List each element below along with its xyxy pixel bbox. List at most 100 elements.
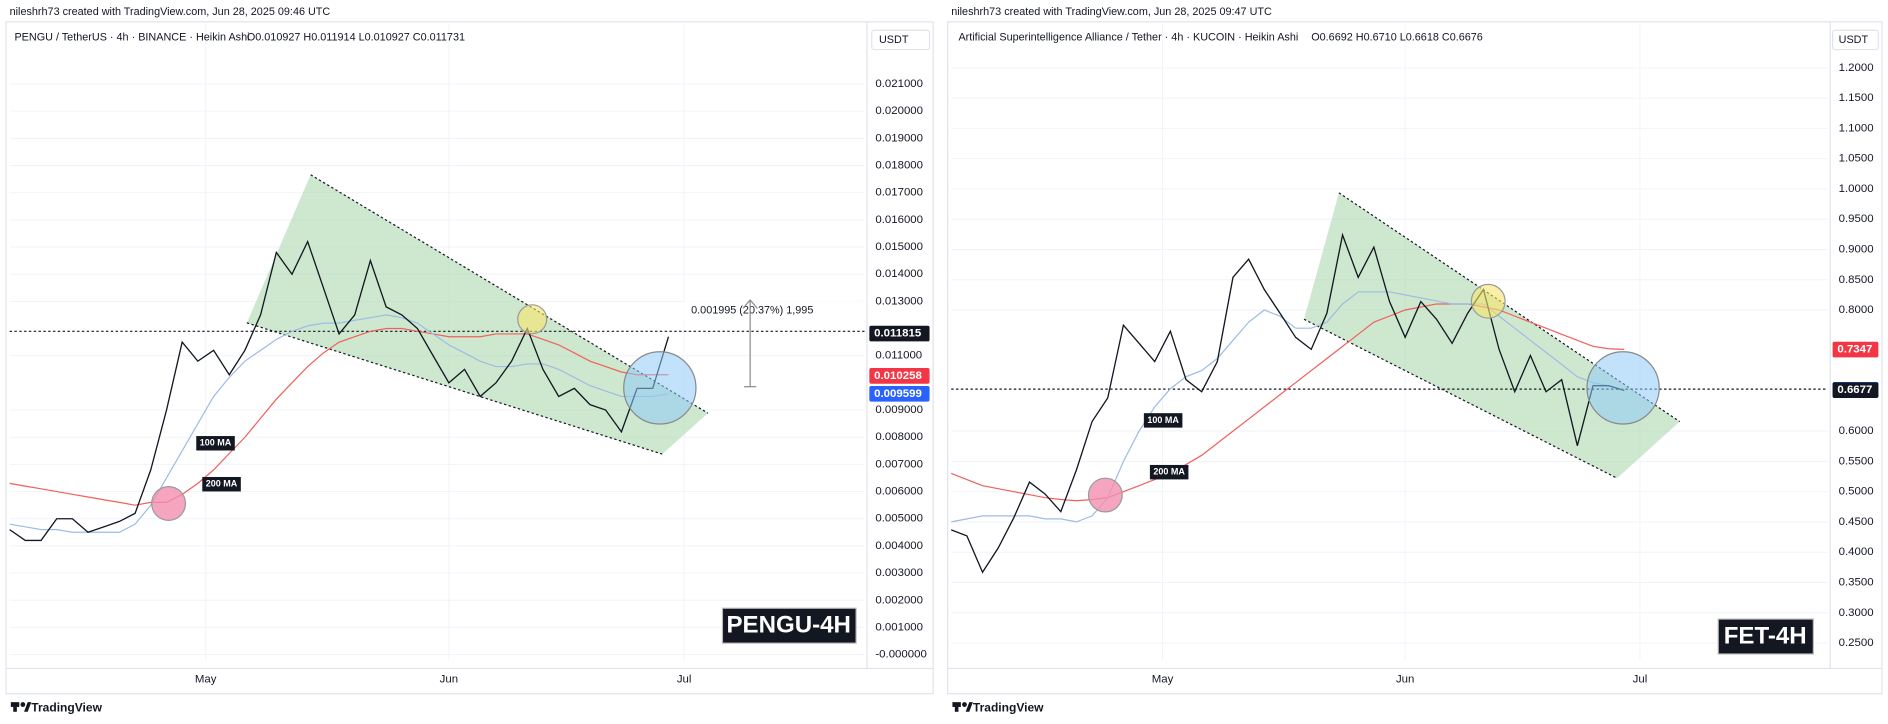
currency: USDT — [1839, 34, 1869, 46]
plot-area — [950, 232, 1625, 574]
price-line — [9, 239, 670, 542]
y-tick-label: 0.013000 — [875, 295, 923, 307]
highlight-circle — [623, 351, 697, 425]
y-tick-label: -0.000000 — [875, 649, 926, 661]
currency-box — [871, 29, 931, 51]
y-tick-label: 1.1000 — [1839, 122, 1874, 134]
watermark-box — [1717, 618, 1814, 655]
y-tick-label: 0.018000 — [875, 160, 923, 172]
y-tick-label: 0.006000 — [875, 486, 923, 498]
watermark: FET-4H — [1724, 622, 1807, 649]
y-tick-label: 0.015000 — [875, 241, 923, 253]
watermark-box — [721, 607, 857, 644]
y-tick-label: 1.0000 — [1839, 183, 1874, 195]
ohlc-legend: O0.6692 H0.6710 L0.6618 C0.6676 — [1311, 31, 1483, 43]
measure-label: 0.001995 (20.37%) 1,995 — [691, 305, 813, 317]
symbol-legend: PENGU / TetherUS · 4h · BINANCE · Heikin… — [14, 31, 249, 43]
ma-tag: 100 MA — [1147, 415, 1179, 425]
price-label: 0.010258 — [874, 370, 922, 382]
x-tick-label: May — [1152, 673, 1174, 685]
header-credit: nileshrh73 created with TradingView.com,… — [10, 6, 331, 18]
ma-tag-box — [202, 476, 241, 492]
x-tick-label: Jul — [1633, 673, 1648, 685]
y-tick-label: 0.019000 — [875, 132, 923, 144]
highlight-circle — [1586, 351, 1660, 425]
footer-brand: TradingView — [973, 700, 1044, 714]
y-tick-label: 0.007000 — [875, 458, 923, 470]
y-tick-label: 1.1500 — [1839, 92, 1874, 104]
price-label: 0.009599 — [874, 388, 922, 400]
y-tick-label: 0.020000 — [875, 105, 923, 117]
price-label-box — [1832, 382, 1879, 398]
ohlc-legend: O0.010927 H0.011914 L0.010927 C0.011731 — [247, 31, 465, 43]
price-label-box — [1832, 341, 1879, 358]
panel-frame — [947, 21, 1883, 695]
watermark: PENGU-4H — [726, 612, 850, 639]
moving-average — [951, 303, 1625, 502]
price-label: 0.6677 — [1837, 384, 1872, 396]
y-tick-label: 0.001000 — [875, 621, 923, 633]
y-tick-label: 0.014000 — [875, 268, 923, 280]
y-tick-label: 0.6000 — [1839, 425, 1874, 437]
y-tick-label: 0.9000 — [1839, 244, 1874, 256]
currency: USDT — [879, 34, 909, 46]
ma-tag-box — [1143, 413, 1183, 428]
plot-area — [9, 239, 670, 542]
x-tick-label: Jun — [440, 673, 458, 685]
y-tick-label: 0.8000 — [1839, 304, 1874, 316]
y-tick-label: 0.008000 — [875, 431, 923, 443]
y-tick-label: 0.8500 — [1839, 274, 1874, 286]
y-tick-label: 0.002000 — [875, 594, 923, 606]
symbol-legend: Artificial Superintelligence Alliance / … — [958, 31, 1298, 43]
y-tick-label: 0.017000 — [875, 187, 923, 199]
wedge — [1304, 192, 1680, 479]
tv-logo — [10, 702, 32, 712]
ma-tag-box — [1149, 464, 1189, 480]
header-credit: nileshrh73 created with TradingView.com,… — [951, 6, 1272, 18]
measure-box — [683, 301, 863, 321]
y-tick-label: 0.2500 — [1839, 637, 1874, 649]
ma-tag: 100 MA — [200, 438, 232, 448]
highlight-circle — [151, 486, 187, 521]
y-tick-label: 1.2000 — [1839, 62, 1874, 74]
price-label: 0.7347 — [1837, 344, 1872, 356]
y-tick-label: 0.5000 — [1839, 486, 1874, 498]
price-label: 0.011815 — [874, 328, 922, 340]
x-tick-label: Jul — [677, 673, 692, 685]
highlight-circle — [1087, 477, 1123, 513]
currency-box — [1832, 29, 1879, 51]
x-tick-label: May — [195, 673, 217, 685]
measure-arrowhead — [742, 299, 758, 309]
ma-tag: 200 MA — [206, 479, 238, 489]
y-tick-label: 0.3500 — [1839, 577, 1874, 589]
y-tick-label: 0.5500 — [1839, 455, 1874, 467]
y-tick-label: 0.009000 — [875, 404, 923, 416]
highlight-circle — [1470, 283, 1506, 319]
y-tick-label: 0.4000 — [1839, 546, 1874, 558]
price-label-box — [869, 325, 930, 342]
tv-logo — [952, 702, 973, 712]
y-tick-label: 0.021000 — [875, 78, 923, 90]
price-line — [950, 232, 1625, 574]
wedge-lower — [1303, 318, 1618, 479]
ma-tag-box — [196, 436, 235, 451]
y-tick-label: 1.0500 — [1839, 153, 1874, 165]
y-tick-label: 0.9500 — [1839, 213, 1874, 225]
y-tick-label: 0.003000 — [875, 567, 923, 579]
x-tick-label: Jun — [1396, 673, 1414, 685]
price-label-box — [869, 385, 930, 402]
ma-tag: 200 MA — [1153, 467, 1185, 477]
price-label-box — [869, 368, 930, 384]
y-tick-label: 0.016000 — [875, 214, 923, 226]
highlight-circle — [517, 304, 548, 335]
moving-average — [9, 314, 669, 533]
wedge — [246, 174, 708, 455]
y-tick-label: 0.3000 — [1839, 607, 1874, 619]
y-tick-label: 0.4500 — [1839, 516, 1874, 528]
wedge-lower — [246, 322, 663, 455]
y-tick-label: 0.011000 — [875, 350, 922, 362]
moving-average — [951, 291, 1625, 523]
